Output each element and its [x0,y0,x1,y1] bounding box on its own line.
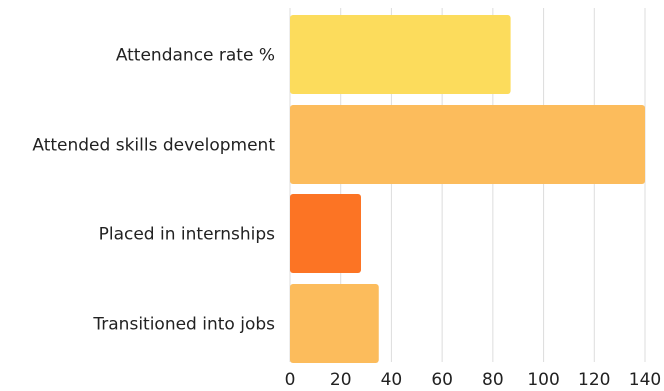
x-tick-label-60: 60 [431,370,453,390]
category-label-layer: Attendance rate % Attended skills develop… [32,46,275,335]
x-tick-label-80: 80 [482,370,504,390]
category-label-2: Attended skills development [32,136,275,156]
category-label-4: Transitioned into jobs [92,315,275,335]
bar-2 [290,105,645,184]
tick-label-layer: 0 20 40 60 80 100 120 140 [285,370,662,390]
x-tick-label-20: 20 [330,370,352,390]
category-label-1: Attendance rate % [116,46,275,66]
x-tick-label-0: 0 [285,370,296,390]
bar-4 [290,284,379,363]
x-tick-label-40: 40 [381,370,403,390]
category-label-3: Placed in internships [99,225,276,245]
x-tick-label-100: 100 [527,370,559,390]
bar-layer [290,15,645,363]
bar-1 [290,15,511,94]
x-tick-label-140: 140 [629,370,661,390]
bar-3 [290,194,361,273]
x-tick-label-120: 120 [578,370,610,390]
